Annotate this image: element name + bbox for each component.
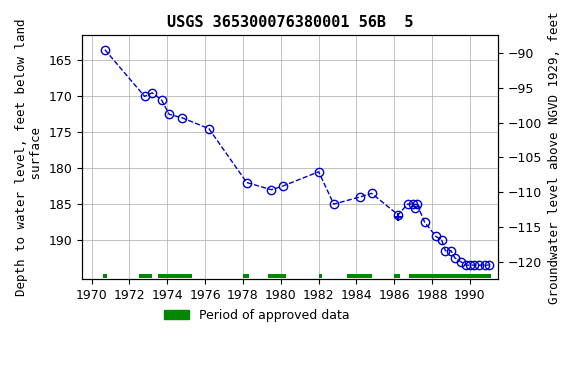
Y-axis label: Groundwater level above NGVD 1929, feet: Groundwater level above NGVD 1929, feet <box>548 11 561 304</box>
Bar <box>347 274 372 278</box>
Bar <box>139 274 152 278</box>
Bar <box>103 274 107 278</box>
Bar <box>410 274 491 278</box>
Bar <box>158 274 192 278</box>
Bar <box>395 274 400 278</box>
Bar <box>319 274 323 278</box>
Bar <box>267 274 286 278</box>
Y-axis label: Depth to water level, feet below land
 surface: Depth to water level, feet below land su… <box>15 19 43 296</box>
Title: USGS 365300076380001 56B  5: USGS 365300076380001 56B 5 <box>167 15 414 30</box>
Bar <box>243 274 249 278</box>
Legend: Period of approved data: Period of approved data <box>159 304 355 327</box>
